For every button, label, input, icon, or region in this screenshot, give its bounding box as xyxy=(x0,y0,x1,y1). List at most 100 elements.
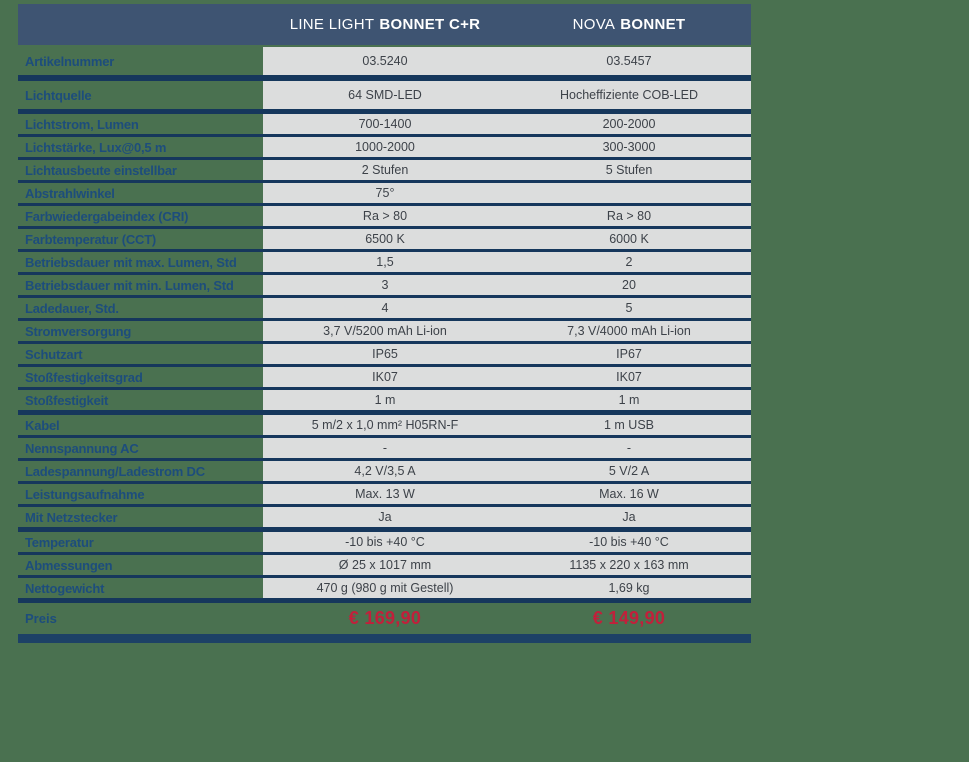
table-row: Farbtemperatur (CCT) 6500 K 6000 K xyxy=(18,229,751,252)
value-line-light-bonnet: - xyxy=(263,438,507,458)
value-line-light-bonnet: Ja xyxy=(263,507,507,527)
column-header-nova-bonnet: NOVA BONNET xyxy=(507,4,751,45)
value-line-light-bonnet: 4,2 V/3,5 A xyxy=(263,461,507,481)
row-label: Farbtemperatur (CCT) xyxy=(25,231,157,247)
value-line-light-bonnet: 2 Stufen xyxy=(263,160,507,180)
value-nova-bonnet: 5 Stufen xyxy=(507,160,751,180)
price-nova-bonnet: € 149,90 xyxy=(592,608,666,628)
value-line-light-bonnet: IP65 xyxy=(263,344,507,364)
row-label: Kabel xyxy=(25,417,60,433)
table-body: Artikelnummer 03.5240 03.5457 Lichtquell… xyxy=(18,47,751,603)
row-label: Nettogewicht xyxy=(25,580,105,596)
row-label: Lichtstrom, Lumen xyxy=(25,116,139,132)
table-row: Stoßfestigkeitsgrad IK07 IK07 xyxy=(18,367,751,390)
column1-model: BONNET C+R xyxy=(379,16,481,33)
table-row: Lichtstärke, Lux@0,5 m 1000-2000 300-300… xyxy=(18,137,751,160)
value-nova-bonnet: -10 bis +40 °C xyxy=(507,532,751,552)
value-line-light-bonnet: 6500 K xyxy=(263,229,507,249)
value-nova-bonnet: Ja xyxy=(507,507,751,527)
value-nova-bonnet: 300-3000 xyxy=(507,137,751,157)
price-row: Preis € 169,90 € 149,90 xyxy=(18,603,751,634)
row-label: Leistungsaufnahme xyxy=(25,486,145,502)
row-label: Stromversorgung xyxy=(25,323,132,339)
value-nova-bonnet: 1,69 kg xyxy=(507,578,751,598)
value-line-light-bonnet: 3,7 V/5200 mAh Li-ion xyxy=(263,321,507,341)
row-label: Abmessungen xyxy=(25,557,113,573)
value-line-light-bonnet: 64 SMD-LED xyxy=(263,81,507,109)
row-label: Lichtstärke, Lux@0,5 m xyxy=(25,139,167,155)
table-row: Nettogewicht 470 g (980 g mit Gestell) 1… xyxy=(18,578,751,603)
value-line-light-bonnet: 4 xyxy=(263,298,507,318)
table-row: Nennspannung AC - - xyxy=(18,438,751,461)
value-nova-bonnet: - xyxy=(507,438,751,458)
table-row: Abstrahlwinkel 75° xyxy=(18,183,751,206)
bottom-bar xyxy=(18,634,751,643)
value-line-light-bonnet: Ø 25 x 1017 mm xyxy=(263,555,507,575)
value-nova-bonnet xyxy=(507,183,751,203)
table-row: Artikelnummer 03.5240 03.5457 xyxy=(18,47,751,81)
value-line-light-bonnet: 3 xyxy=(263,275,507,295)
value-line-light-bonnet: 700-1400 xyxy=(263,114,507,134)
table-row: Mit Netzstecker Ja Ja xyxy=(18,507,751,532)
value-line-light-bonnet: 5 m/2 x 1,0 mm² H05RN-F xyxy=(263,415,507,435)
table-row: Stromversorgung 3,7 V/5200 mAh Li-ion 7,… xyxy=(18,321,751,344)
value-nova-bonnet: 1 m USB xyxy=(507,415,751,435)
table-header: LINE LIGHT BONNET C+R NOVA BONNET xyxy=(18,4,751,45)
row-label: Lichtausbeute einstellbar xyxy=(25,162,177,178)
value-nova-bonnet: IP67 xyxy=(507,344,751,364)
table-row: Temperatur -10 bis +40 °C -10 bis +40 °C xyxy=(18,532,751,555)
row-label: Artikelnummer xyxy=(25,53,115,69)
column1-brand: LINE LIGHT xyxy=(289,16,375,33)
row-label: Temperatur xyxy=(25,534,94,550)
table-row: Lichtquelle 64 SMD-LED Hocheffiziente CO… xyxy=(18,81,751,114)
table-row: Betriebsdauer mit max. Lumen, Std 1,5 2 xyxy=(18,252,751,275)
value-nova-bonnet: 5 xyxy=(507,298,751,318)
table-row: Lichtausbeute einstellbar 2 Stufen 5 Stu… xyxy=(18,160,751,183)
value-line-light-bonnet: Max. 13 W xyxy=(263,484,507,504)
value-nova-bonnet: Ra > 80 xyxy=(507,206,751,226)
header-label-spacer xyxy=(18,4,263,45)
row-label: Farbwiedergabeindex (CRI) xyxy=(25,208,189,224)
value-line-light-bonnet: 1 m xyxy=(263,390,507,410)
value-nova-bonnet: 7,3 V/4000 mAh Li-ion xyxy=(507,321,751,341)
row-label: Mit Netzstecker xyxy=(25,509,118,525)
value-nova-bonnet: 2 xyxy=(507,252,751,272)
table-row: Betriebsdauer mit min. Lumen, Std 3 20 xyxy=(18,275,751,298)
table-row: Schutzart IP65 IP67 xyxy=(18,344,751,367)
column2-brand: NOVA xyxy=(572,16,616,33)
value-nova-bonnet: 1 m xyxy=(507,390,751,410)
row-label: Lichtquelle xyxy=(25,87,92,103)
table-row: Ladedauer, Std. 4 5 xyxy=(18,298,751,321)
row-label: Stoßfestigkeit xyxy=(25,392,109,408)
table-row: Leistungsaufnahme Max. 13 W Max. 16 W xyxy=(18,484,751,507)
value-line-light-bonnet: -10 bis +40 °C xyxy=(263,532,507,552)
value-line-light-bonnet: 1,5 xyxy=(263,252,507,272)
table-row: Kabel 5 m/2 x 1,0 mm² H05RN-F 1 m USB xyxy=(18,415,751,438)
row-label: Abstrahlwinkel xyxy=(25,185,115,201)
value-nova-bonnet: 6000 K xyxy=(507,229,751,249)
value-nova-bonnet: Hocheffiziente COB-LED xyxy=(507,81,751,109)
value-nova-bonnet: Max. 16 W xyxy=(507,484,751,504)
price-row-label: Preis xyxy=(25,611,57,626)
table-row: Abmessungen Ø 25 x 1017 mm 1135 x 220 x … xyxy=(18,555,751,578)
value-line-light-bonnet: 470 g (980 g mit Gestell) xyxy=(263,578,507,598)
value-nova-bonnet: 200-2000 xyxy=(507,114,751,134)
column2-model: BONNET xyxy=(620,16,686,33)
row-label: Schutzart xyxy=(25,346,83,362)
table-row: Ladespannung/Ladestrom DC 4,2 V/3,5 A 5 … xyxy=(18,461,751,484)
product-comparison-table: LINE LIGHT BONNET C+R NOVA BONNET Artike… xyxy=(18,4,751,643)
value-line-light-bonnet: 1000-2000 xyxy=(263,137,507,157)
value-nova-bonnet: 20 xyxy=(507,275,751,295)
table-row: Farbwiedergabeindex (CRI) Ra > 80 Ra > 8… xyxy=(18,206,751,229)
row-label: Ladedauer, Std. xyxy=(25,300,119,316)
value-nova-bonnet: 5 V/2 A xyxy=(507,461,751,481)
table-row: Stoßfestigkeit 1 m 1 m xyxy=(18,390,751,415)
column-header-line-light-bonnet: LINE LIGHT BONNET C+R xyxy=(263,4,507,45)
value-line-light-bonnet: Ra > 80 xyxy=(263,206,507,226)
row-label: Betriebsdauer mit max. Lumen, Std xyxy=(25,254,237,270)
value-nova-bonnet: 03.5457 xyxy=(507,47,751,75)
value-line-light-bonnet: 75° xyxy=(263,183,507,203)
row-label: Betriebsdauer mit min. Lumen, Std xyxy=(25,277,234,293)
table-row: Lichtstrom, Lumen 700-1400 200-2000 xyxy=(18,114,751,137)
